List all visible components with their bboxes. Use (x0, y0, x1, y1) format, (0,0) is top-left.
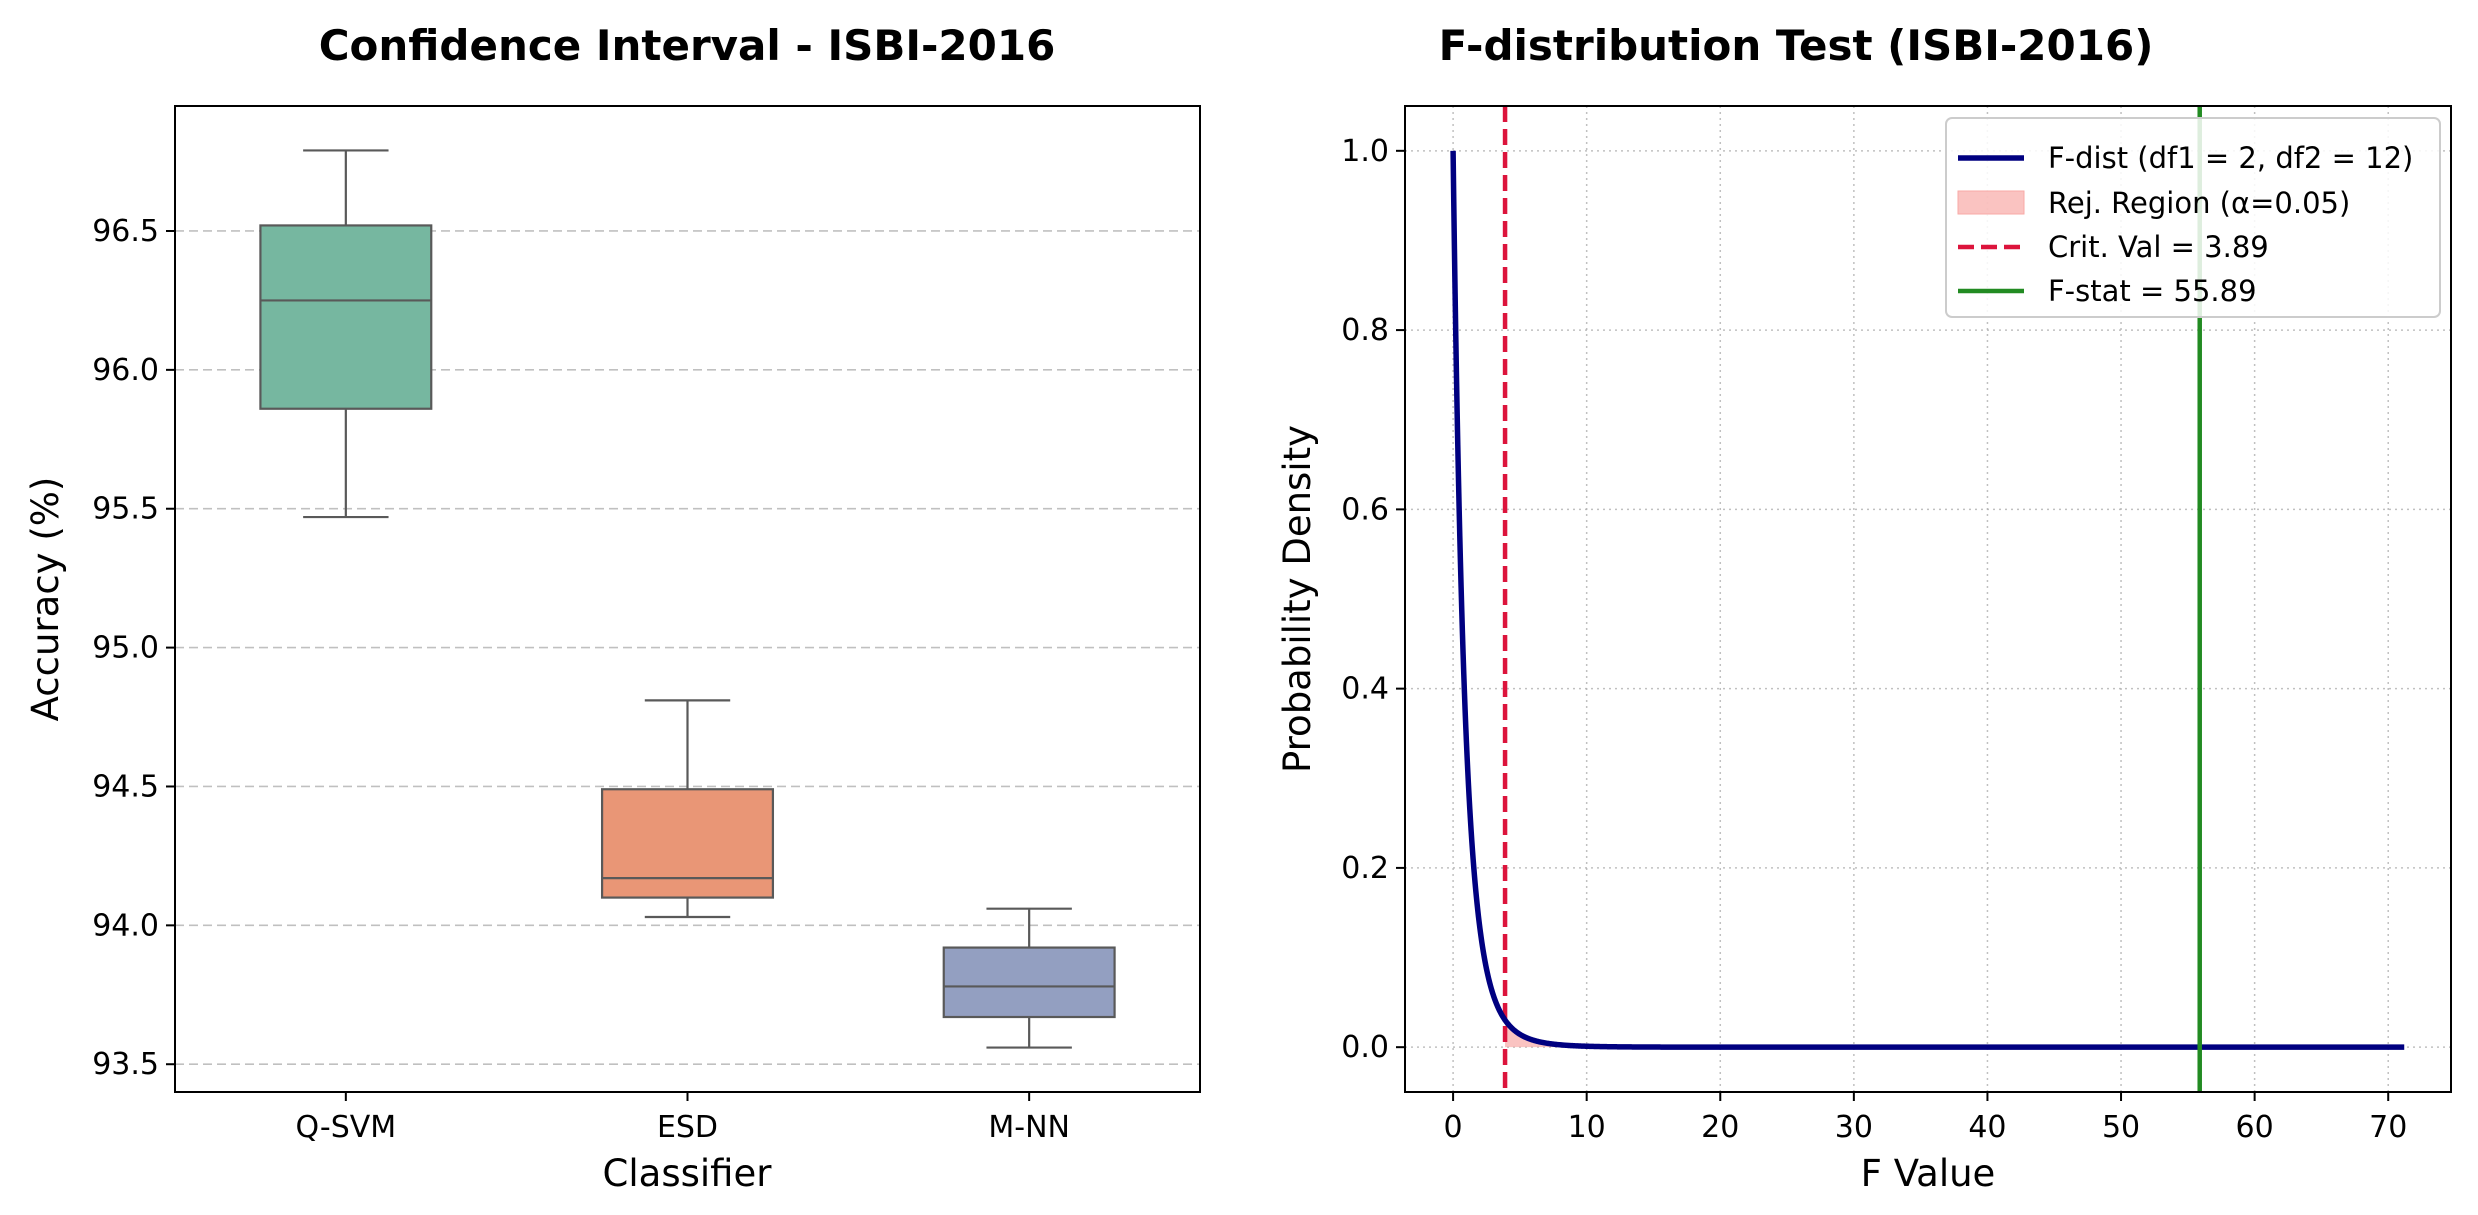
y-tick-label: 0.2 (1341, 851, 1389, 886)
box-esd (600, 699, 775, 919)
legend-label: Crit. Val = 3.89 (2048, 230, 2269, 264)
x-tick-label: ESD (657, 1110, 718, 1145)
chart1-y-ticks: 93.5 94.0 94.5 95.0 95.5 96.0 96.5 (92, 214, 175, 1082)
boxplot-chart: Confidence Interval - ISBI-2016 93.5 94.0… (24, 21, 1201, 1195)
chart2-y-label: Probability Density (1276, 425, 1319, 773)
x-tick-label: 60 (2236, 1110, 2274, 1145)
y-tick-label: 94.5 (92, 769, 159, 804)
x-tick-label: Q-SVM (295, 1110, 396, 1145)
chart2-legend: F-dist (df1 = 2, df2 = 12) Rej. Region (α… (1945, 117, 2441, 318)
x-tick-label: 30 (1835, 1110, 1873, 1145)
rejection-region-fill (1505, 1020, 2405, 1048)
x-tick-label: 0 (1444, 1110, 1463, 1145)
x-tick-label: 50 (2102, 1110, 2140, 1145)
x-tick-label: M-NN (988, 1110, 1070, 1145)
chart2-y-ticks: 0.0 0.2 0.4 0.6 0.8 1.0 (1341, 134, 1405, 1065)
f-distribution-chart: F-distribution Test (ISBI-2016) 0.00.20.… (1276, 21, 2452, 1195)
y-tick-label: 0.6 (1341, 492, 1389, 527)
f-dist-curve (1450, 150, 2407, 1050)
y-tick-label: 95.5 (92, 492, 159, 527)
chart2-x-ticks: 0 10 20 30 40 50 60 70 (1444, 1092, 2407, 1145)
chart1-boxes (259, 149, 1116, 1049)
y-tick-label: 1.0 (1341, 134, 1389, 169)
legend-swatch-fill (1957, 190, 2025, 215)
y-tick-label: 95.0 (92, 631, 159, 666)
legend-item: Crit. Val = 3.89 (1958, 230, 2269, 264)
legend-label: Rej. Region (α=0.05) (2048, 186, 2350, 220)
box-q-svm (259, 149, 433, 519)
y-tick-label: 94.0 (92, 908, 159, 943)
x-tick-label: 10 (1568, 1110, 1606, 1145)
chart1-title: Confidence Interval - ISBI-2016 (319, 21, 1056, 70)
chart2-frame (1404, 105, 2452, 1093)
chart1-x-label: Classifier (603, 1152, 773, 1195)
box-iqr (942, 946, 1116, 1019)
legend-item: F-dist (df1 = 2, df2 = 12) (1958, 141, 2413, 175)
chart1-x-ticks: Q-SVM ESD M-NN (295, 1092, 1070, 1145)
x-tick-label: 70 (2369, 1110, 2407, 1145)
y-tick-label: 0.8 (1341, 313, 1389, 348)
chart1-y-label: Accuracy (%) (24, 477, 67, 722)
box-m-nn (942, 907, 1116, 1049)
legend-label: F-dist (df1 = 2, df2 = 12) (2048, 141, 2413, 175)
y-tick-label: 93.5 (92, 1047, 159, 1082)
y-tick-label: 0.0 (1341, 1030, 1389, 1065)
chart2-x-label: F Value (1861, 1152, 1996, 1195)
box-iqr (600, 788, 775, 899)
legend-label: F-stat = 55.89 (2048, 274, 2257, 308)
legend-item: Rej. Region (α=0.05) (1957, 186, 2350, 220)
y-tick-label: 0.4 (1341, 672, 1389, 707)
x-tick-label: 40 (1968, 1110, 2006, 1145)
y-tick-label: 96.0 (92, 353, 159, 388)
x-tick-label: 20 (1701, 1110, 1739, 1145)
y-tick-label: 96.5 (92, 214, 159, 249)
legend-box (1945, 117, 2441, 318)
chart2-title: F-distribution Test (ISBI-2016) (1439, 21, 2154, 70)
box-iqr (259, 224, 433, 410)
legend-item: F-stat = 55.89 (1958, 274, 2257, 308)
